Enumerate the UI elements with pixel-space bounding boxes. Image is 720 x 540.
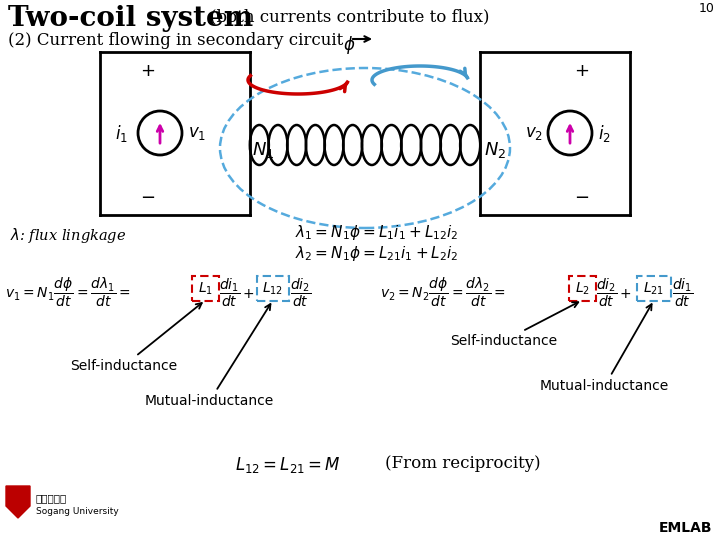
Text: EMLAB: EMLAB	[659, 521, 712, 535]
Text: $v_1$: $v_1$	[188, 125, 206, 141]
Text: Sogang University: Sogang University	[36, 507, 119, 516]
Text: +: +	[140, 62, 156, 80]
Text: $\dfrac{di_2}{dt} +$: $\dfrac{di_2}{dt} +$	[596, 276, 632, 309]
Text: −: −	[140, 189, 156, 207]
Text: $v_2$: $v_2$	[525, 125, 543, 141]
Text: $\lambda_1 = N_1\phi = L_1i_1 + L_{12}i_2$: $\lambda_1 = N_1\phi = L_1i_1 + L_{12}i_…	[295, 223, 459, 242]
Text: $L_2$: $L_2$	[575, 280, 590, 296]
Text: $\lambda_2 = N_1\phi = L_{21}i_1 + L_2i_2$: $\lambda_2 = N_1\phi = L_{21}i_1 + L_2i_…	[295, 244, 459, 263]
Text: +: +	[575, 62, 590, 80]
Text: $N_2$: $N_2$	[484, 140, 506, 160]
Text: (2) Current flowing in secondary circuit: (2) Current flowing in secondary circuit	[8, 32, 343, 49]
Text: $\lambda$: flux lingkage: $\lambda$: flux lingkage	[10, 226, 126, 245]
Text: $L_{21}$: $L_{21}$	[644, 280, 665, 296]
Text: $\phi$: $\phi$	[343, 34, 356, 56]
Text: $\dfrac{di_1}{dt}$: $\dfrac{di_1}{dt}$	[672, 276, 693, 309]
Polygon shape	[6, 486, 30, 518]
Text: $L_{12}$: $L_{12}$	[262, 280, 284, 296]
Text: Mutual-inductance: Mutual-inductance	[145, 304, 274, 408]
Text: $\dfrac{di_1}{dt} +$: $\dfrac{di_1}{dt} +$	[219, 276, 255, 309]
Text: $N_1$: $N_1$	[252, 140, 274, 160]
Text: −: −	[575, 189, 590, 207]
Text: $v_1 = N_1\dfrac{d\phi}{dt} = \dfrac{d\lambda_1}{dt} =$: $v_1 = N_1\dfrac{d\phi}{dt} = \dfrac{d\l…	[5, 276, 130, 309]
Text: $i_2$: $i_2$	[598, 123, 611, 144]
Text: 10: 10	[699, 2, 715, 15]
Text: $L_{12} = L_{21} = M$: $L_{12} = L_{21} = M$	[235, 455, 341, 475]
Text: $L_1$: $L_1$	[198, 280, 213, 296]
Text: (From reciprocity): (From reciprocity)	[385, 455, 541, 472]
Text: $i_1$: $i_1$	[115, 123, 128, 144]
Text: Mutual-inductance: Mutual-inductance	[540, 304, 670, 393]
Text: Two-coil system: Two-coil system	[8, 5, 253, 32]
Text: $v_2 = N_2\dfrac{d\phi}{dt} = \dfrac{d\lambda_2}{dt} =$: $v_2 = N_2\dfrac{d\phi}{dt} = \dfrac{d\l…	[380, 276, 505, 309]
Text: 서강대학교: 서강대학교	[36, 493, 67, 503]
Text: $\dfrac{di_2}{dt}$: $\dfrac{di_2}{dt}$	[290, 276, 311, 309]
Text: Self-inductance: Self-inductance	[450, 302, 578, 348]
Text: (both currents contribute to flux): (both currents contribute to flux)	[210, 8, 490, 25]
Text: Self-inductance: Self-inductance	[70, 303, 202, 373]
